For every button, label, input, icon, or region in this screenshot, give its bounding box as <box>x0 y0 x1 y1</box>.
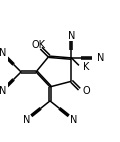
Text: N: N <box>70 115 77 125</box>
Text: N: N <box>0 48 6 58</box>
Text: N: N <box>23 115 30 125</box>
Text: N: N <box>0 86 6 96</box>
Text: OK: OK <box>31 40 45 50</box>
Text: N: N <box>97 53 104 63</box>
Text: K: K <box>83 62 89 72</box>
Text: O: O <box>82 86 90 96</box>
Text: N: N <box>68 32 75 41</box>
